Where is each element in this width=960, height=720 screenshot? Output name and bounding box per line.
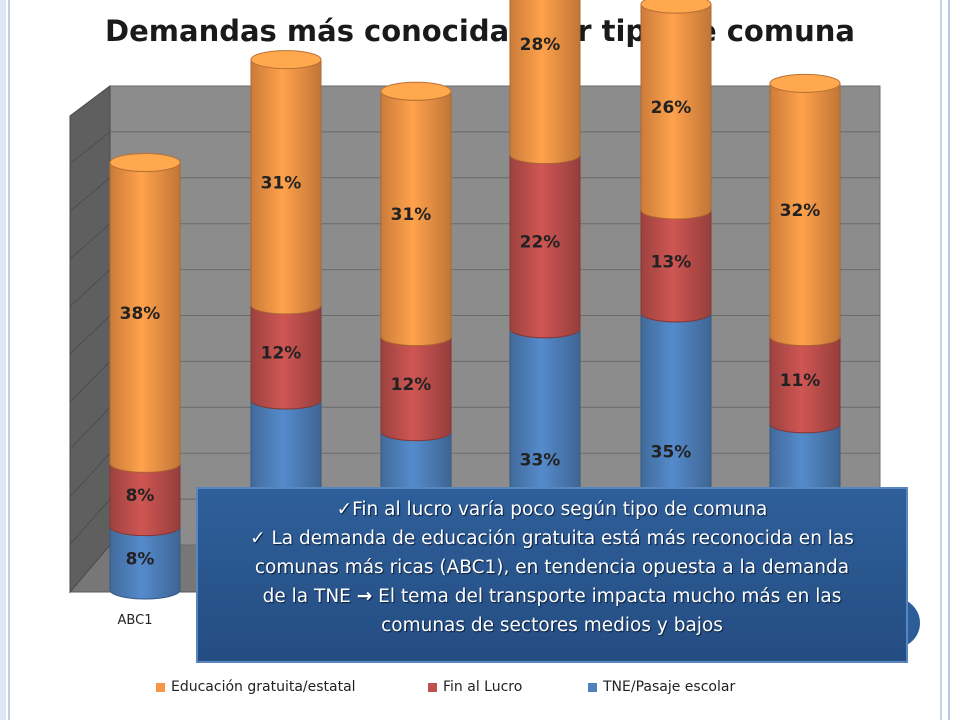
legend-swatch: [156, 682, 165, 692]
chart-legend: Educación gratuita/estatal Fin al Lucro …: [150, 676, 790, 700]
gridline-side: [69, 452, 111, 498]
data-label: 11%: [780, 371, 821, 391]
bar-top-cap: [640, 0, 712, 14]
data-label: 12%: [391, 375, 432, 395]
gridline-side: [69, 544, 111, 593]
gridline-side: [69, 85, 111, 117]
arrow-right-icon: →: [356, 586, 373, 607]
data-label: 31%: [391, 205, 432, 225]
bar-segment: [509, 0, 581, 165]
legend-item-lucro: Fin al Lucro: [428, 679, 522, 695]
bar-top-cap: [250, 50, 322, 70]
gridline-side: [69, 361, 111, 402]
slide-left-border-line: [8, 0, 10, 720]
data-label: 35%: [651, 442, 692, 462]
category-label: ABC1: [118, 613, 153, 628]
data-label: 13%: [651, 252, 692, 272]
slide-right-border: [918, 0, 960, 720]
slide-left-border: [0, 0, 6, 720]
callout-line-3: comunas más ricas (ABC1), en tendencia o…: [254, 557, 850, 578]
check-icon: ✓: [336, 499, 353, 520]
gridline-side: [69, 269, 111, 307]
plot-side-wall: [69, 85, 111, 594]
data-label: 31%: [261, 173, 302, 193]
data-label: 32%: [780, 201, 821, 221]
gridline-side: [69, 177, 111, 212]
gridline-side: [69, 406, 111, 450]
data-label: 28%: [520, 35, 561, 55]
gridline-side: [69, 498, 111, 545]
callout-line-2: ✓ La demanda de educación gratuita está …: [250, 528, 854, 549]
bar-top-cap: [109, 153, 181, 172]
callout-box: ✓Fin al lucro varía poco según tipo de c…: [196, 487, 908, 663]
data-label: 8%: [126, 486, 155, 506]
gridline-side: [69, 223, 111, 260]
callout-line-5: comunas de sectores medios y bajos: [381, 615, 723, 636]
legend-swatch: [588, 682, 597, 692]
bar-top-cap: [769, 73, 841, 93]
callout-line-4: de la TNE → El tema del transporte impac…: [262, 586, 842, 607]
data-label: 22%: [520, 233, 561, 253]
chart-title: Demandas más conocidas por tipo de comun…: [105, 14, 855, 48]
data-label: 8%: [126, 549, 155, 569]
callout-line-1: ✓Fin al lucro varía poco según tipo de c…: [336, 499, 768, 520]
data-label: 26%: [651, 98, 692, 118]
data-label: 12%: [261, 344, 302, 364]
data-label: 38%: [120, 304, 161, 324]
gridline-side: [69, 315, 111, 355]
bar-top-cap: [380, 81, 452, 101]
check-icon: ✓: [250, 528, 266, 549]
legend-item-tne: TNE/Pasaje escolar: [588, 679, 735, 695]
gridline-side: [69, 131, 111, 164]
legend-swatch: [428, 682, 437, 692]
legend-item-educacion: Educación gratuita/estatal: [156, 679, 356, 695]
data-label: 33%: [520, 450, 561, 470]
